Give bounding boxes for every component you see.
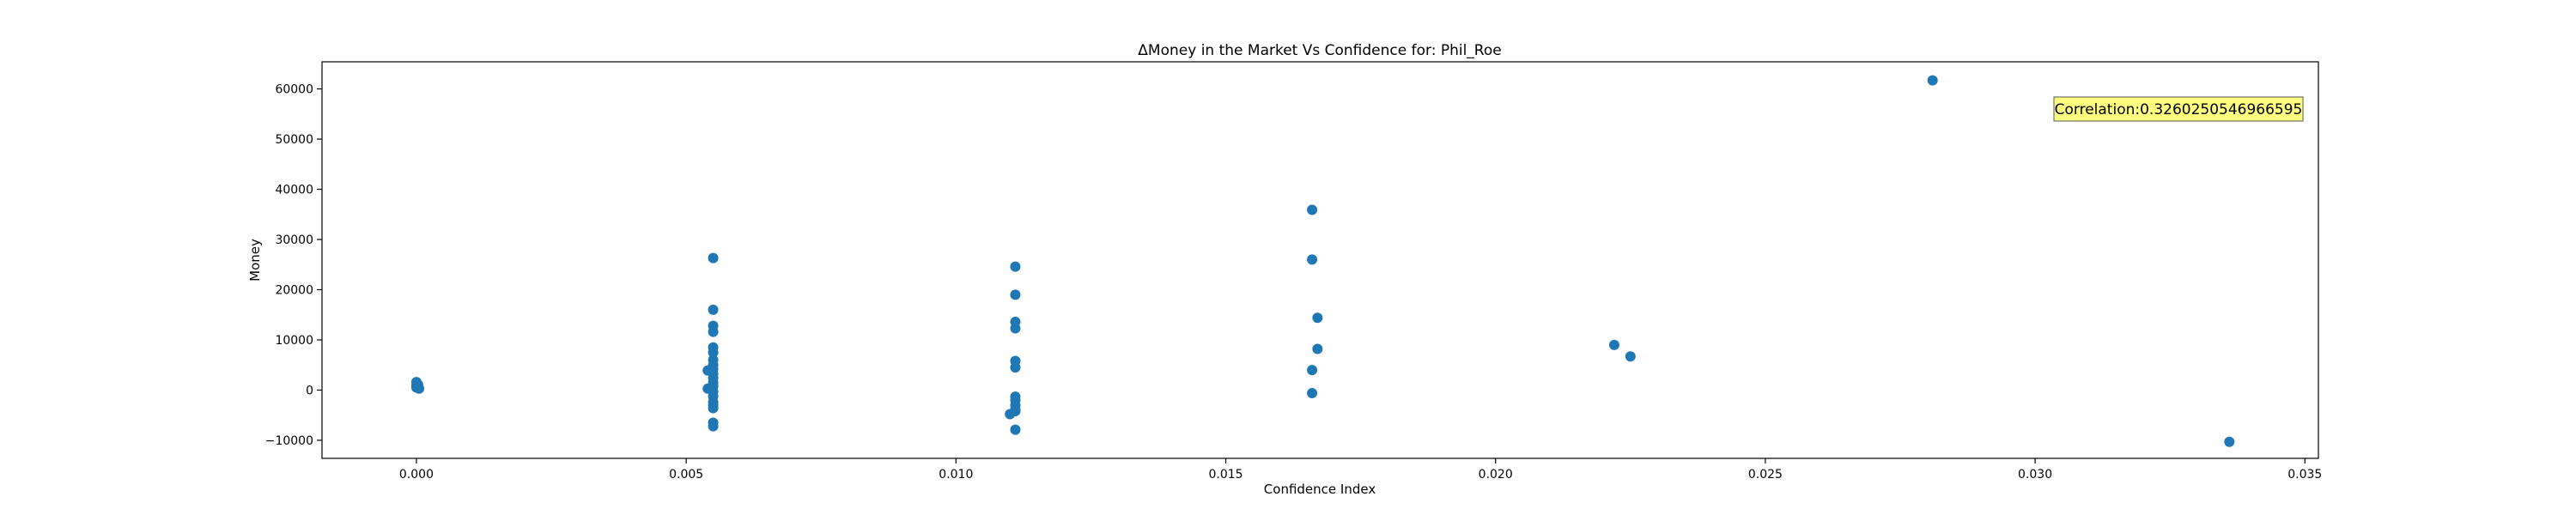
x-tick-label: 0.030 bbox=[2018, 468, 2052, 482]
y-axis-label: Money bbox=[247, 239, 263, 282]
x-axis-label: Confidence Index bbox=[1264, 482, 1376, 497]
y-tick-label: 50000 bbox=[275, 133, 313, 147]
data-point bbox=[708, 347, 719, 358]
data-point bbox=[1608, 339, 1619, 350]
y-tick-label: 0 bbox=[306, 384, 313, 397]
y-tick-label: 60000 bbox=[275, 83, 313, 97]
data-point bbox=[708, 326, 719, 337]
data-point bbox=[1312, 343, 1323, 354]
y-tick-label: 10000 bbox=[275, 334, 313, 348]
x-tick-label: 0.010 bbox=[939, 468, 973, 482]
x-tick-label: 0.035 bbox=[2287, 468, 2322, 482]
data-point bbox=[1010, 323, 1021, 334]
y-tick-label: 20000 bbox=[275, 284, 313, 298]
y-tick-label: −10000 bbox=[265, 434, 313, 448]
data-point bbox=[708, 403, 719, 414]
data-point bbox=[1010, 424, 1021, 435]
data-point bbox=[412, 379, 423, 391]
data-point bbox=[1010, 362, 1021, 373]
data-point bbox=[708, 252, 719, 264]
correlation-text: Correlation:0.3260250546966595 bbox=[2055, 101, 2303, 118]
data-point bbox=[1312, 312, 1323, 324]
data-point bbox=[708, 304, 719, 315]
y-tick-label: 30000 bbox=[275, 233, 313, 247]
x-tick-label: 0.005 bbox=[669, 468, 703, 482]
x-tick-label: 0.015 bbox=[1208, 468, 1242, 482]
data-point bbox=[1005, 409, 1016, 420]
data-point bbox=[1010, 261, 1021, 272]
correlation-box bbox=[2053, 96, 2304, 122]
x-axis-ticks: 0.000 0.005 0.010 0.015 0.020 0.025 0.030 0.035 bbox=[399, 458, 2322, 482]
y-tick-label: 40000 bbox=[275, 184, 313, 197]
data-point bbox=[1307, 254, 1318, 265]
data-point bbox=[2224, 436, 2235, 447]
plot-area bbox=[321, 61, 2319, 459]
data-point bbox=[1307, 204, 1318, 215]
data-point bbox=[1927, 75, 1938, 86]
data-point bbox=[1307, 365, 1318, 376]
correlation-annotation: Correlation:0.3260250546966595 bbox=[2053, 96, 2304, 122]
y-axis-ticks: −10000 0 10000 20000 30000 40000 50000 60000 bbox=[265, 83, 322, 448]
data-point bbox=[1010, 289, 1021, 300]
x-tick-label: 0.025 bbox=[1748, 468, 1783, 482]
data-point bbox=[1625, 351, 1636, 362]
data-points bbox=[410, 75, 2235, 447]
data-point bbox=[708, 421, 719, 432]
x-tick-label: 0.000 bbox=[399, 468, 434, 482]
chart-title: ΔMoney in the Market Vs Confidence for: … bbox=[1138, 42, 1501, 59]
data-point bbox=[1307, 387, 1318, 398]
x-tick-label: 0.020 bbox=[1479, 468, 1513, 482]
